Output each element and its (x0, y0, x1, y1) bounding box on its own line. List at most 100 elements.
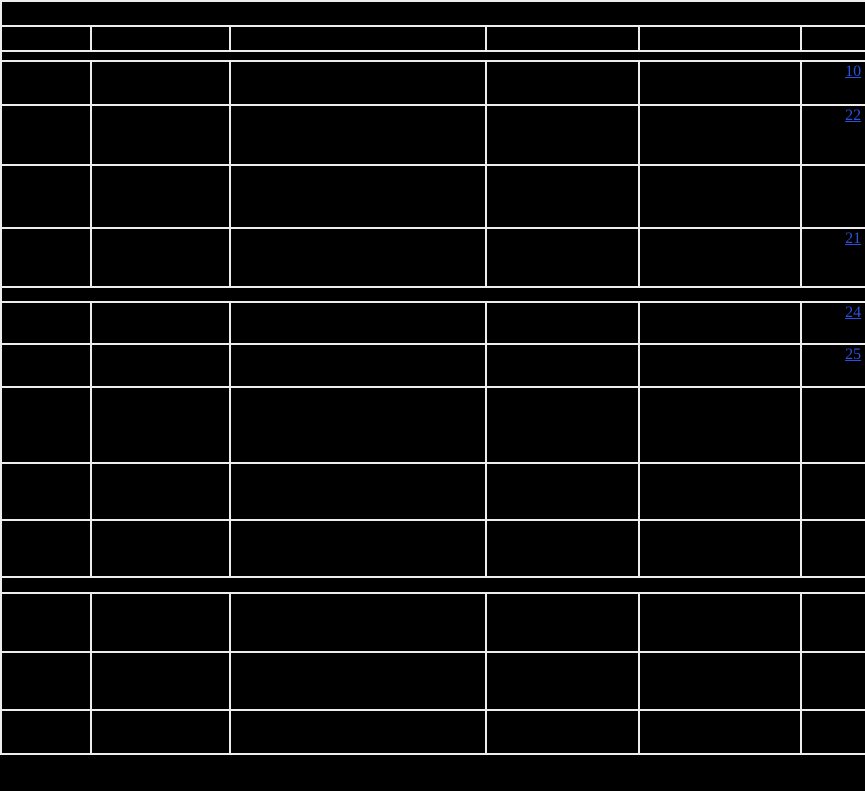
row-number-link[interactable]: 10 (845, 63, 862, 80)
number-cell: 21 (799, 227, 865, 288)
table-row: 22 (0, 104, 865, 166)
table-cell (90, 343, 231, 388)
table-cell (485, 227, 640, 288)
table-cell (485, 343, 640, 388)
table-row (0, 519, 865, 578)
table-cell (485, 60, 640, 106)
number-cell: 10 (799, 60, 865, 106)
table-row (0, 592, 865, 653)
table-cell (229, 301, 487, 345)
table-cell (90, 519, 231, 578)
number-cell (799, 651, 865, 711)
table-cell (90, 462, 231, 521)
table-cell (90, 227, 231, 288)
table-cell (638, 301, 802, 345)
section-separator-row (0, 286, 865, 303)
row-number-link[interactable]: 24 (845, 304, 862, 321)
section-separator (0, 50, 865, 62)
table-cell (0, 462, 92, 521)
table-cell (0, 519, 92, 578)
header-row (0, 25, 865, 52)
number-cell (799, 386, 865, 464)
table-row: 24 (0, 301, 865, 345)
table-cell (638, 104, 802, 166)
table-cell (485, 462, 640, 521)
header-cell (485, 25, 640, 52)
table-cell (0, 651, 92, 711)
table-cell (0, 386, 92, 464)
number-cell: 22 (799, 104, 865, 166)
table-cell (638, 709, 802, 755)
table-cell (90, 386, 231, 464)
table-cell (229, 519, 487, 578)
number-cell (799, 462, 865, 521)
table-cell (485, 104, 640, 166)
table-cell (229, 709, 487, 755)
section-separator (0, 576, 865, 594)
table-cell (0, 227, 92, 288)
number-cell (799, 592, 865, 653)
table-cell (0, 592, 92, 653)
schedule-table: 10 22 21 24 (0, 0, 865, 755)
table-row (0, 651, 865, 711)
section-separator-row (0, 576, 865, 594)
table-cell (485, 709, 640, 755)
number-cell: 25 (799, 343, 865, 388)
table-cell (229, 462, 487, 521)
header-cell (0, 25, 92, 52)
table-cell (638, 592, 802, 653)
table-row (0, 462, 865, 521)
table-row: 25 (0, 343, 865, 388)
table-cell (485, 301, 640, 345)
table-cell (485, 651, 640, 711)
header-cell (638, 25, 802, 52)
row-number-link[interactable]: 25 (845, 346, 862, 363)
table-row: 21 (0, 227, 865, 288)
row-number-link[interactable]: 22 (845, 107, 862, 124)
table-row (0, 164, 865, 229)
table-cell (485, 386, 640, 464)
table-cell (485, 519, 640, 578)
table-cell (485, 592, 640, 653)
header-cell (229, 25, 487, 52)
header-cell (90, 25, 231, 52)
table-cell (90, 592, 231, 653)
table-cell (229, 386, 487, 464)
table-cell (0, 164, 92, 229)
table-cell (229, 651, 487, 711)
table-cell (90, 709, 231, 755)
header-cell (799, 25, 865, 52)
number-cell: 24 (799, 301, 865, 345)
section-separator-row (0, 50, 865, 62)
section-separator (0, 286, 865, 303)
table-cell (0, 709, 92, 755)
table-cell (638, 60, 802, 106)
table-cell (90, 104, 231, 166)
table-cell (229, 164, 487, 229)
table-cell (0, 104, 92, 166)
table-cell (638, 386, 802, 464)
table-cell (229, 592, 487, 653)
table-cell (638, 462, 802, 521)
table-cell (229, 60, 487, 106)
number-cell (799, 164, 865, 229)
table-cell (638, 519, 802, 578)
table-cell (0, 60, 92, 106)
table-cell (638, 343, 802, 388)
row-number-link[interactable]: 21 (845, 230, 862, 247)
number-cell (799, 709, 865, 755)
table-cell (638, 651, 802, 711)
table-cell (229, 104, 487, 166)
number-cell (799, 519, 865, 578)
table-cell (90, 60, 231, 106)
table-cell (485, 164, 640, 229)
title-bar (0, 0, 865, 27)
table-cell (0, 301, 92, 345)
table-cell (0, 343, 92, 388)
table-cell (638, 227, 802, 288)
table-row (0, 386, 865, 464)
title-row (0, 0, 865, 27)
table-cell (90, 301, 231, 345)
table-row: 10 (0, 60, 865, 106)
